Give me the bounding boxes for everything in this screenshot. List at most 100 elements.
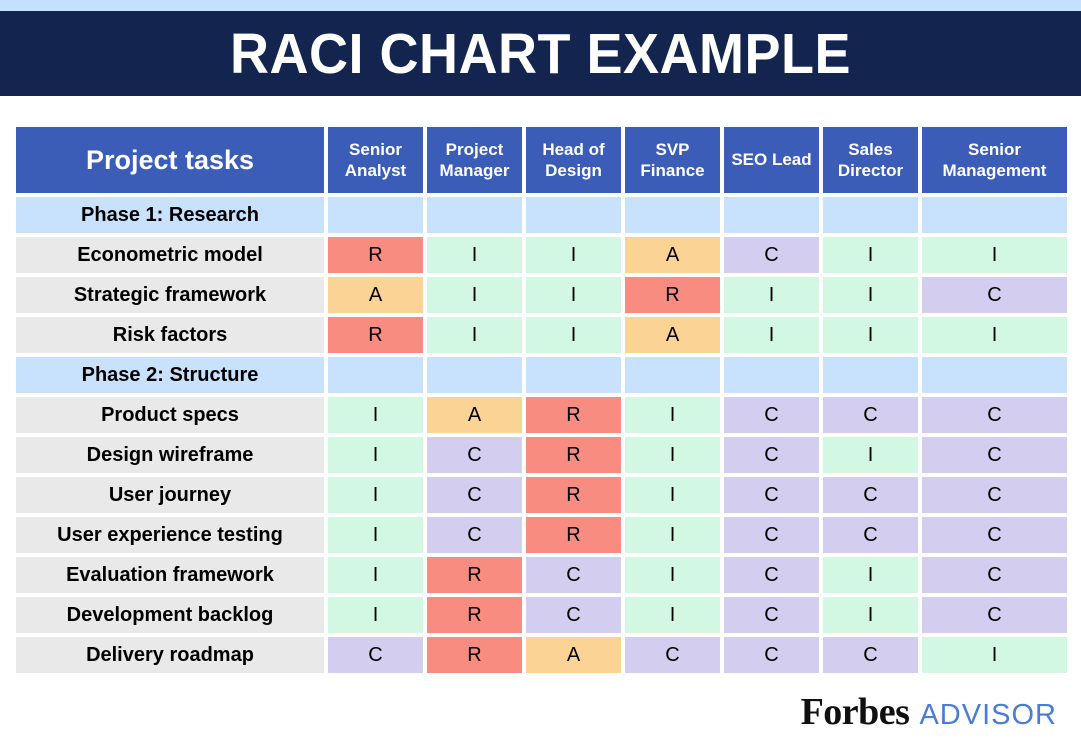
- top-accent-strip: [0, 0, 1081, 11]
- raci-cell-r: R: [526, 477, 621, 513]
- raci-cell-c: C: [724, 397, 819, 433]
- raci-cell-i: I: [625, 397, 720, 433]
- raci-cell-c: C: [922, 477, 1067, 513]
- phase-empty-cell: [625, 357, 720, 393]
- raci-cell-i: I: [328, 477, 423, 513]
- page-title: RACI CHART EXAMPLE: [229, 22, 851, 85]
- phase-empty-cell: [328, 197, 423, 233]
- raci-cell-r: R: [427, 557, 522, 593]
- raci-cell-c: C: [328, 637, 423, 673]
- raci-cell-i: I: [328, 437, 423, 473]
- task-row: Product specs I A R I C C C: [16, 397, 1067, 433]
- raci-cell-i: I: [427, 317, 522, 353]
- advisor-wordmark: ADVISOR: [919, 699, 1057, 731]
- raci-cell-c: C: [427, 437, 522, 473]
- raci-cell-c: C: [922, 437, 1067, 473]
- raci-cell-i: I: [625, 517, 720, 553]
- raci-cell-r: R: [328, 237, 423, 273]
- raci-cell-c: C: [724, 437, 819, 473]
- raci-cell-r: R: [526, 397, 621, 433]
- raci-cell-r: R: [526, 517, 621, 553]
- task-label-econometric-model: Econometric model: [16, 237, 324, 273]
- task-row: Strategic framework A I I R I I C: [16, 277, 1067, 313]
- phase-empty-cell: [922, 197, 1067, 233]
- raci-cell-c: C: [724, 237, 819, 273]
- title-banner: RACI CHART EXAMPLE: [0, 11, 1081, 96]
- task-row: Development backlog I R C I C I C: [16, 597, 1067, 633]
- task-row: Delivery roadmap C R A C C C I: [16, 637, 1067, 673]
- raci-cell-i: I: [427, 277, 522, 313]
- raci-cell-i: I: [823, 557, 918, 593]
- raci-cell-r: R: [427, 637, 522, 673]
- phase-label-phase-1-research: Phase 1: Research: [16, 197, 324, 233]
- raci-cell-i: I: [922, 237, 1067, 273]
- raci-cell-i: I: [427, 237, 522, 273]
- raci-cell-c: C: [922, 557, 1067, 593]
- raci-cell-i: I: [922, 317, 1067, 353]
- raci-cell-i: I: [328, 517, 423, 553]
- raci-cell-c: C: [922, 277, 1067, 313]
- task-row: Econometric model R I I A C I I: [16, 237, 1067, 273]
- raci-cell-c: C: [823, 637, 918, 673]
- footer-logo: Forbes ADVISOR: [0, 690, 1081, 734]
- task-label-design-wireframe: Design wireframe: [16, 437, 324, 473]
- column-header-senior-analyst: Senior Analyst: [328, 127, 423, 193]
- raci-cell-c: C: [625, 637, 720, 673]
- raci-cell-r: R: [427, 597, 522, 633]
- raci-cell-c: C: [724, 557, 819, 593]
- phase-empty-cell: [526, 197, 621, 233]
- raci-cell-i: I: [526, 237, 621, 273]
- raci-cell-a: A: [526, 637, 621, 673]
- raci-cell-i: I: [328, 597, 423, 633]
- column-header-senior-management: Senior Management: [922, 127, 1067, 193]
- phase-row: Phase 2: Structure: [16, 357, 1067, 393]
- raci-cell-i: I: [625, 557, 720, 593]
- column-header-sales-director: Sales Director: [823, 127, 918, 193]
- raci-cell-c: C: [724, 517, 819, 553]
- column-header-svp-finance: SVP Finance: [625, 127, 720, 193]
- raci-cell-i: I: [823, 437, 918, 473]
- raci-cell-i: I: [724, 277, 819, 313]
- task-label-risk-factors: Risk factors: [16, 317, 324, 353]
- phase-empty-cell: [823, 357, 918, 393]
- phase-row: Phase 1: Research: [16, 197, 1067, 233]
- table-header-row: Project tasks Senior Analyst Project Mana…: [16, 127, 1067, 193]
- raci-cell-c: C: [922, 517, 1067, 553]
- task-row: User experience testing I C R I C C C: [16, 517, 1067, 553]
- raci-cell-a: A: [328, 277, 423, 313]
- column-header-head-of-design: Head of Design: [526, 127, 621, 193]
- raci-cell-i: I: [922, 637, 1067, 673]
- task-label-strategic-framework: Strategic framework: [16, 277, 324, 313]
- raci-cell-c: C: [724, 597, 819, 633]
- phase-empty-cell: [526, 357, 621, 393]
- raci-cell-c: C: [823, 397, 918, 433]
- raci-cell-c: C: [427, 517, 522, 553]
- task-row: Risk factors R I I A I I I: [16, 317, 1067, 353]
- raci-cell-c: C: [922, 597, 1067, 633]
- raci-cell-c: C: [823, 517, 918, 553]
- forbes-logo: Forbes: [800, 691, 910, 733]
- phase-empty-cell: [427, 197, 522, 233]
- phase-empty-cell: [922, 357, 1067, 393]
- task-label-delivery-roadmap: Delivery roadmap: [16, 637, 324, 673]
- raci-cell-i: I: [328, 397, 423, 433]
- raci-cell-i: I: [625, 437, 720, 473]
- phase-empty-cell: [724, 357, 819, 393]
- phase-empty-cell: [427, 357, 522, 393]
- raci-cell-a: A: [625, 317, 720, 353]
- raci-cell-i: I: [724, 317, 819, 353]
- phase-empty-cell: [328, 357, 423, 393]
- raci-cell-c: C: [823, 477, 918, 513]
- task-row: Evaluation framework I R C I C I C: [16, 557, 1067, 593]
- raci-cell-r: R: [526, 437, 621, 473]
- raci-cell-r: R: [328, 317, 423, 353]
- raci-cell-i: I: [526, 317, 621, 353]
- raci-cell-a: A: [625, 237, 720, 273]
- column-header-seo-lead: SEO Lead: [724, 127, 819, 193]
- raci-cell-i: I: [328, 557, 423, 593]
- raci-cell-i: I: [823, 597, 918, 633]
- phase-empty-cell: [625, 197, 720, 233]
- raci-cell-i: I: [625, 597, 720, 633]
- raci-cell-c: C: [526, 597, 621, 633]
- task-label-evaluation-framework: Evaluation framework: [16, 557, 324, 593]
